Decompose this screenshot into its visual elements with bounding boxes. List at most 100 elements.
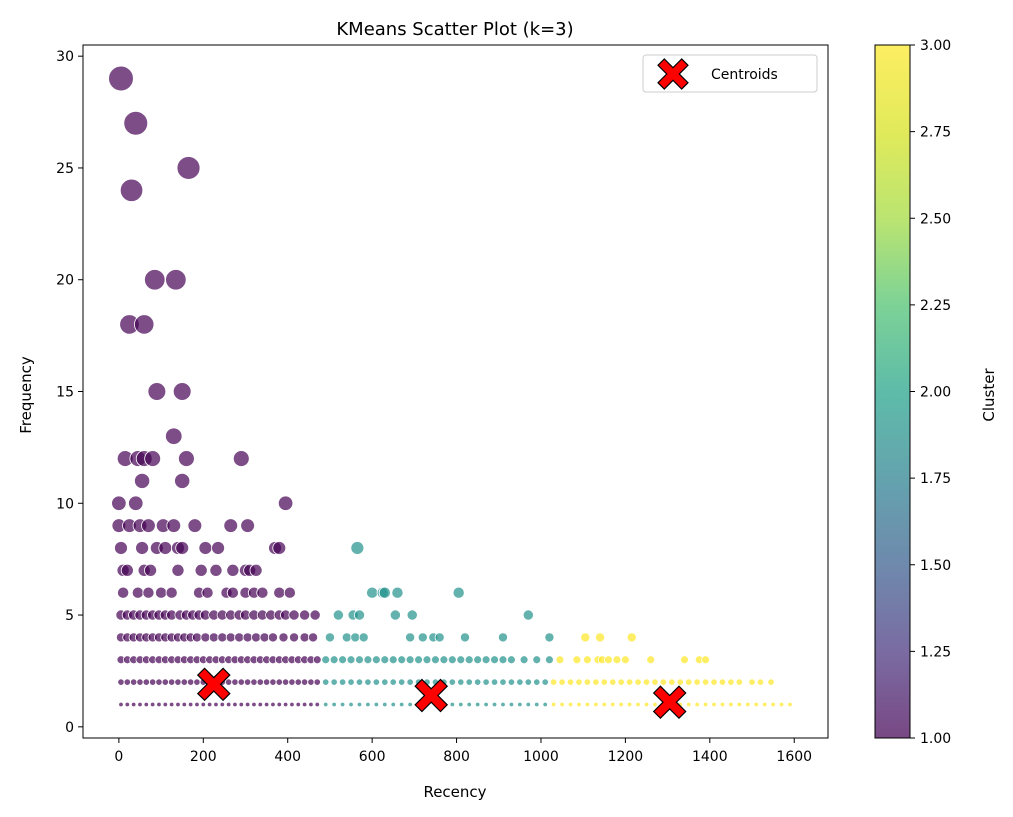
data-point-cluster-1 xyxy=(226,586,239,599)
data-point-cluster-1 xyxy=(251,632,262,643)
data-point-cluster-2 xyxy=(452,586,465,599)
data-point-cluster-1 xyxy=(161,678,169,686)
data-point-cluster-1 xyxy=(244,701,251,708)
data-point-cluster-3 xyxy=(735,678,744,686)
data-point-cluster-1 xyxy=(256,586,269,599)
data-point-cluster-1 xyxy=(231,678,239,686)
colorbar-tick-label: 3.00 xyxy=(920,38,951,54)
data-point-cluster-1 xyxy=(240,518,255,533)
data-point-cluster-3 xyxy=(593,701,599,708)
data-point-cluster-2 xyxy=(363,655,373,665)
data-point-cluster-1 xyxy=(278,632,289,643)
data-point-cluster-2 xyxy=(389,609,401,621)
data-point-cluster-1 xyxy=(175,701,181,708)
data-point-cluster-3 xyxy=(617,678,625,686)
data-point-cluster-2 xyxy=(466,701,472,708)
data-point-cluster-2 xyxy=(524,678,532,686)
data-point-cluster-2 xyxy=(541,678,549,686)
data-point-cluster-1 xyxy=(171,563,185,577)
data-point-cluster-3 xyxy=(575,678,583,686)
data-point-cluster-2 xyxy=(330,678,338,686)
data-point-cluster-3 xyxy=(642,678,651,686)
data-point-cluster-1 xyxy=(165,269,187,291)
data-point-cluster-3 xyxy=(559,701,565,708)
x-tick-label: 400 xyxy=(274,749,301,765)
data-point-cluster-2 xyxy=(355,655,364,665)
data-point-cluster-2 xyxy=(341,632,352,643)
data-point-cluster-3 xyxy=(567,701,574,708)
data-point-cluster-1 xyxy=(259,632,270,643)
data-point-cluster-1 xyxy=(143,701,150,708)
data-point-cluster-1 xyxy=(276,701,282,708)
colorbar: 1.00 1.25 1.50 1.75 2.00 2.25 2.50 2.75 3.00 Clu… xyxy=(874,38,998,747)
data-point-cluster-1 xyxy=(128,495,144,511)
data-point-cluster-3 xyxy=(592,678,600,686)
data-point-cluster-1 xyxy=(187,701,194,708)
data-point-cluster-2 xyxy=(533,678,541,686)
data-point-cluster-1 xyxy=(256,678,264,686)
data-point-cluster-1 xyxy=(312,655,322,665)
data-point-cluster-1 xyxy=(250,678,258,686)
data-point-cluster-2 xyxy=(456,655,466,665)
data-point-cluster-2 xyxy=(329,655,339,665)
data-point-cluster-3 xyxy=(761,701,768,708)
data-point-cluster-1 xyxy=(307,678,315,686)
data-point-cluster-1 xyxy=(288,678,296,686)
data-point-cluster-2 xyxy=(522,609,534,621)
data-point-cluster-2 xyxy=(371,655,381,665)
data-point-cluster-3 xyxy=(555,655,565,665)
data-point-cluster-1 xyxy=(142,678,150,686)
data-point-cluster-3 xyxy=(621,655,630,665)
data-point-cluster-1 xyxy=(166,518,182,533)
y-axis-ticks: 0 5 10 15 20 25 30 xyxy=(56,49,83,736)
colorbar-tick-label: 1.00 xyxy=(920,731,951,747)
data-point-cluster-3 xyxy=(680,655,689,665)
x-tick-label: 1000 xyxy=(523,749,559,765)
data-point-cluster-3 xyxy=(659,678,668,686)
data-point-cluster-2 xyxy=(406,609,418,621)
data-point-cluster-2 xyxy=(414,655,423,665)
data-point-cluster-1 xyxy=(193,678,201,686)
data-point-cluster-1 xyxy=(308,701,314,708)
data-point-cluster-3 xyxy=(685,678,693,686)
data-point-cluster-2 xyxy=(378,586,391,599)
data-point-cluster-3 xyxy=(612,655,622,665)
data-point-cluster-3 xyxy=(652,701,658,708)
data-point-cluster-3 xyxy=(550,701,557,708)
data-point-cluster-1 xyxy=(111,495,127,511)
data-point-cluster-1 xyxy=(123,678,131,686)
data-point-cluster-2 xyxy=(474,678,482,686)
data-point-cluster-2 xyxy=(458,701,464,708)
data-point-cluster-2 xyxy=(525,701,532,708)
data-point-cluster-3 xyxy=(718,678,727,686)
data-point-cluster-1 xyxy=(119,178,144,202)
x-tick-label: 800 xyxy=(443,749,470,765)
data-point-cluster-1 xyxy=(191,632,202,643)
data-point-cluster-1 xyxy=(243,678,252,686)
data-point-cluster-2 xyxy=(364,678,372,686)
data-point-cluster-1 xyxy=(294,678,302,686)
data-point-cluster-1 xyxy=(162,701,169,708)
data-point-cluster-2 xyxy=(464,655,474,665)
data-point-cluster-3 xyxy=(686,701,692,708)
data-point-cluster-3 xyxy=(604,655,613,665)
legend-label-centroids: Centroids xyxy=(711,67,778,83)
data-point-cluster-3 xyxy=(753,701,759,708)
data-point-cluster-2 xyxy=(457,678,465,686)
data-point-cluster-2 xyxy=(397,655,407,665)
data-point-cluster-2 xyxy=(431,655,440,665)
data-point-cluster-2 xyxy=(366,586,379,599)
scatter-points xyxy=(108,65,793,708)
data-point-cluster-1 xyxy=(114,541,128,555)
data-point-cluster-1 xyxy=(148,678,157,686)
data-point-cluster-1 xyxy=(208,632,219,643)
data-point-cluster-3 xyxy=(580,632,591,643)
data-point-cluster-1 xyxy=(289,701,295,708)
data-point-cluster-1 xyxy=(168,701,175,708)
data-point-cluster-1 xyxy=(289,632,300,643)
colorbar-tick-label: 2.75 xyxy=(920,125,951,141)
data-point-cluster-1 xyxy=(262,678,271,686)
data-point-cluster-3 xyxy=(601,701,607,708)
data-point-cluster-2 xyxy=(322,678,330,686)
